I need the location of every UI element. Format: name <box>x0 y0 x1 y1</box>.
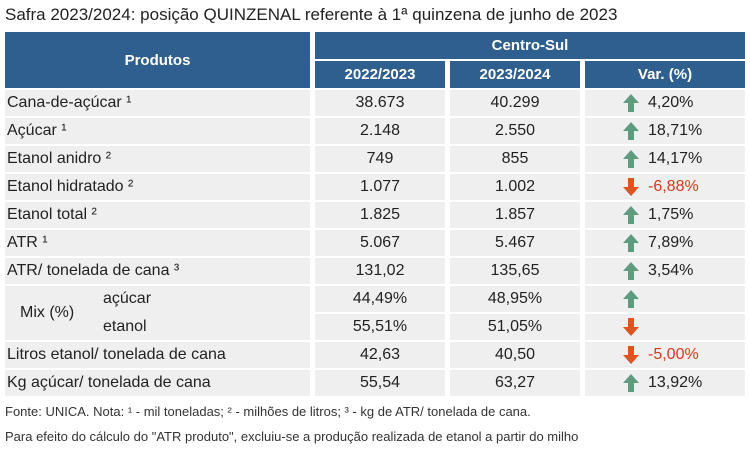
arrow-down <box>623 346 639 364</box>
footnote: Fonte: UNICA. Nota: ¹ - mil toneladas; ²… <box>5 404 531 419</box>
var-cell <box>585 90 745 116</box>
value-cell: 55,54 <box>315 370 445 396</box>
var-value: 7,89% <box>648 234 694 251</box>
row-label-text: Mix (%) <box>20 304 75 321</box>
row-label: Etanol anidro ² <box>5 146 310 172</box>
arrow-up <box>623 94 639 112</box>
var-value: 3,54% <box>648 262 694 279</box>
var-cell <box>585 286 745 312</box>
header-column: Var. (%) <box>585 61 745 88</box>
value-cell: 131,02 <box>315 258 445 284</box>
value-cell: 42,63 <box>315 342 445 368</box>
var-cell <box>585 314 745 340</box>
var-cell <box>585 146 745 172</box>
var-cell <box>585 258 745 284</box>
value-cell: 5.067 <box>315 230 445 256</box>
var-value: 18,71% <box>648 122 703 139</box>
arrow-up <box>623 234 639 252</box>
var-value: 13,92% <box>648 374 703 391</box>
var-value: 1,75% <box>648 206 694 223</box>
arrow-down <box>623 318 639 336</box>
arrow-up <box>623 262 639 280</box>
value-cell: 40,50 <box>450 342 580 368</box>
row-label <box>5 286 310 340</box>
var-cell <box>585 174 745 200</box>
value-cell: 44,49% <box>315 286 445 312</box>
value-cell: 135,65 <box>450 258 580 284</box>
arrow-up <box>623 206 639 224</box>
value-cell: 2.148 <box>315 118 445 144</box>
var-value: 4,20% <box>648 94 694 111</box>
value-cell: 1.857 <box>450 202 580 228</box>
footnote: Para efeito do cálculo do "ATR produto",… <box>5 429 579 444</box>
subrow-label: açúcar <box>103 290 152 307</box>
var-value: 14,17% <box>648 150 703 167</box>
title: Safra 2023/2024: posição QUINZENAL refer… <box>5 5 618 24</box>
var-cell <box>585 370 745 396</box>
arrow-up <box>623 290 639 308</box>
row-label: Etanol total ² <box>5 202 310 228</box>
value-cell: 5.467 <box>450 230 580 256</box>
value-cell: 48,95% <box>450 286 580 312</box>
header-column: 2023/2024 <box>450 61 580 88</box>
value-cell: 40.299 <box>450 90 580 116</box>
header-region: Centro-Sul <box>315 32 745 59</box>
var-cell <box>585 230 745 256</box>
header-column: 2022/2023 <box>315 61 445 88</box>
row-label: ATR/ tonelada de cana ³ <box>5 258 310 284</box>
var-cell <box>585 202 745 228</box>
row-label: Litros etanol/ tonelada de cana <box>5 342 310 368</box>
var-value: -5,00% <box>648 346 699 363</box>
value-cell: 1.825 <box>315 202 445 228</box>
var-value: -6,88% <box>648 178 699 195</box>
row-label: Kg açúcar/ tonelada de cana <box>5 370 310 396</box>
value-cell: 2.550 <box>450 118 580 144</box>
arrow-up <box>623 150 639 168</box>
value-cell: 855 <box>450 146 580 172</box>
row-label: Etanol hidratado ² <box>5 174 310 200</box>
arrow-up <box>623 374 639 392</box>
value-cell: 1.002 <box>450 174 580 200</box>
value-cell: 38.673 <box>315 90 445 116</box>
var-cell <box>585 118 745 144</box>
value-cell: 63,27 <box>450 370 580 396</box>
value-cell: 51,05% <box>450 314 580 340</box>
value-cell: 1.077 <box>315 174 445 200</box>
arrow-down <box>623 178 639 196</box>
subrow-label: etanol <box>103 318 147 335</box>
header-products: Produtos <box>5 32 310 88</box>
row-label: Açúcar ¹ <box>5 118 310 144</box>
var-cell <box>585 342 745 368</box>
row-label: Cana-de-açúcar ¹ <box>5 90 310 116</box>
value-cell: 749 <box>315 146 445 172</box>
arrow-up <box>623 122 639 140</box>
value-cell: 55,51% <box>315 314 445 340</box>
row-label: ATR ¹ <box>5 230 310 256</box>
